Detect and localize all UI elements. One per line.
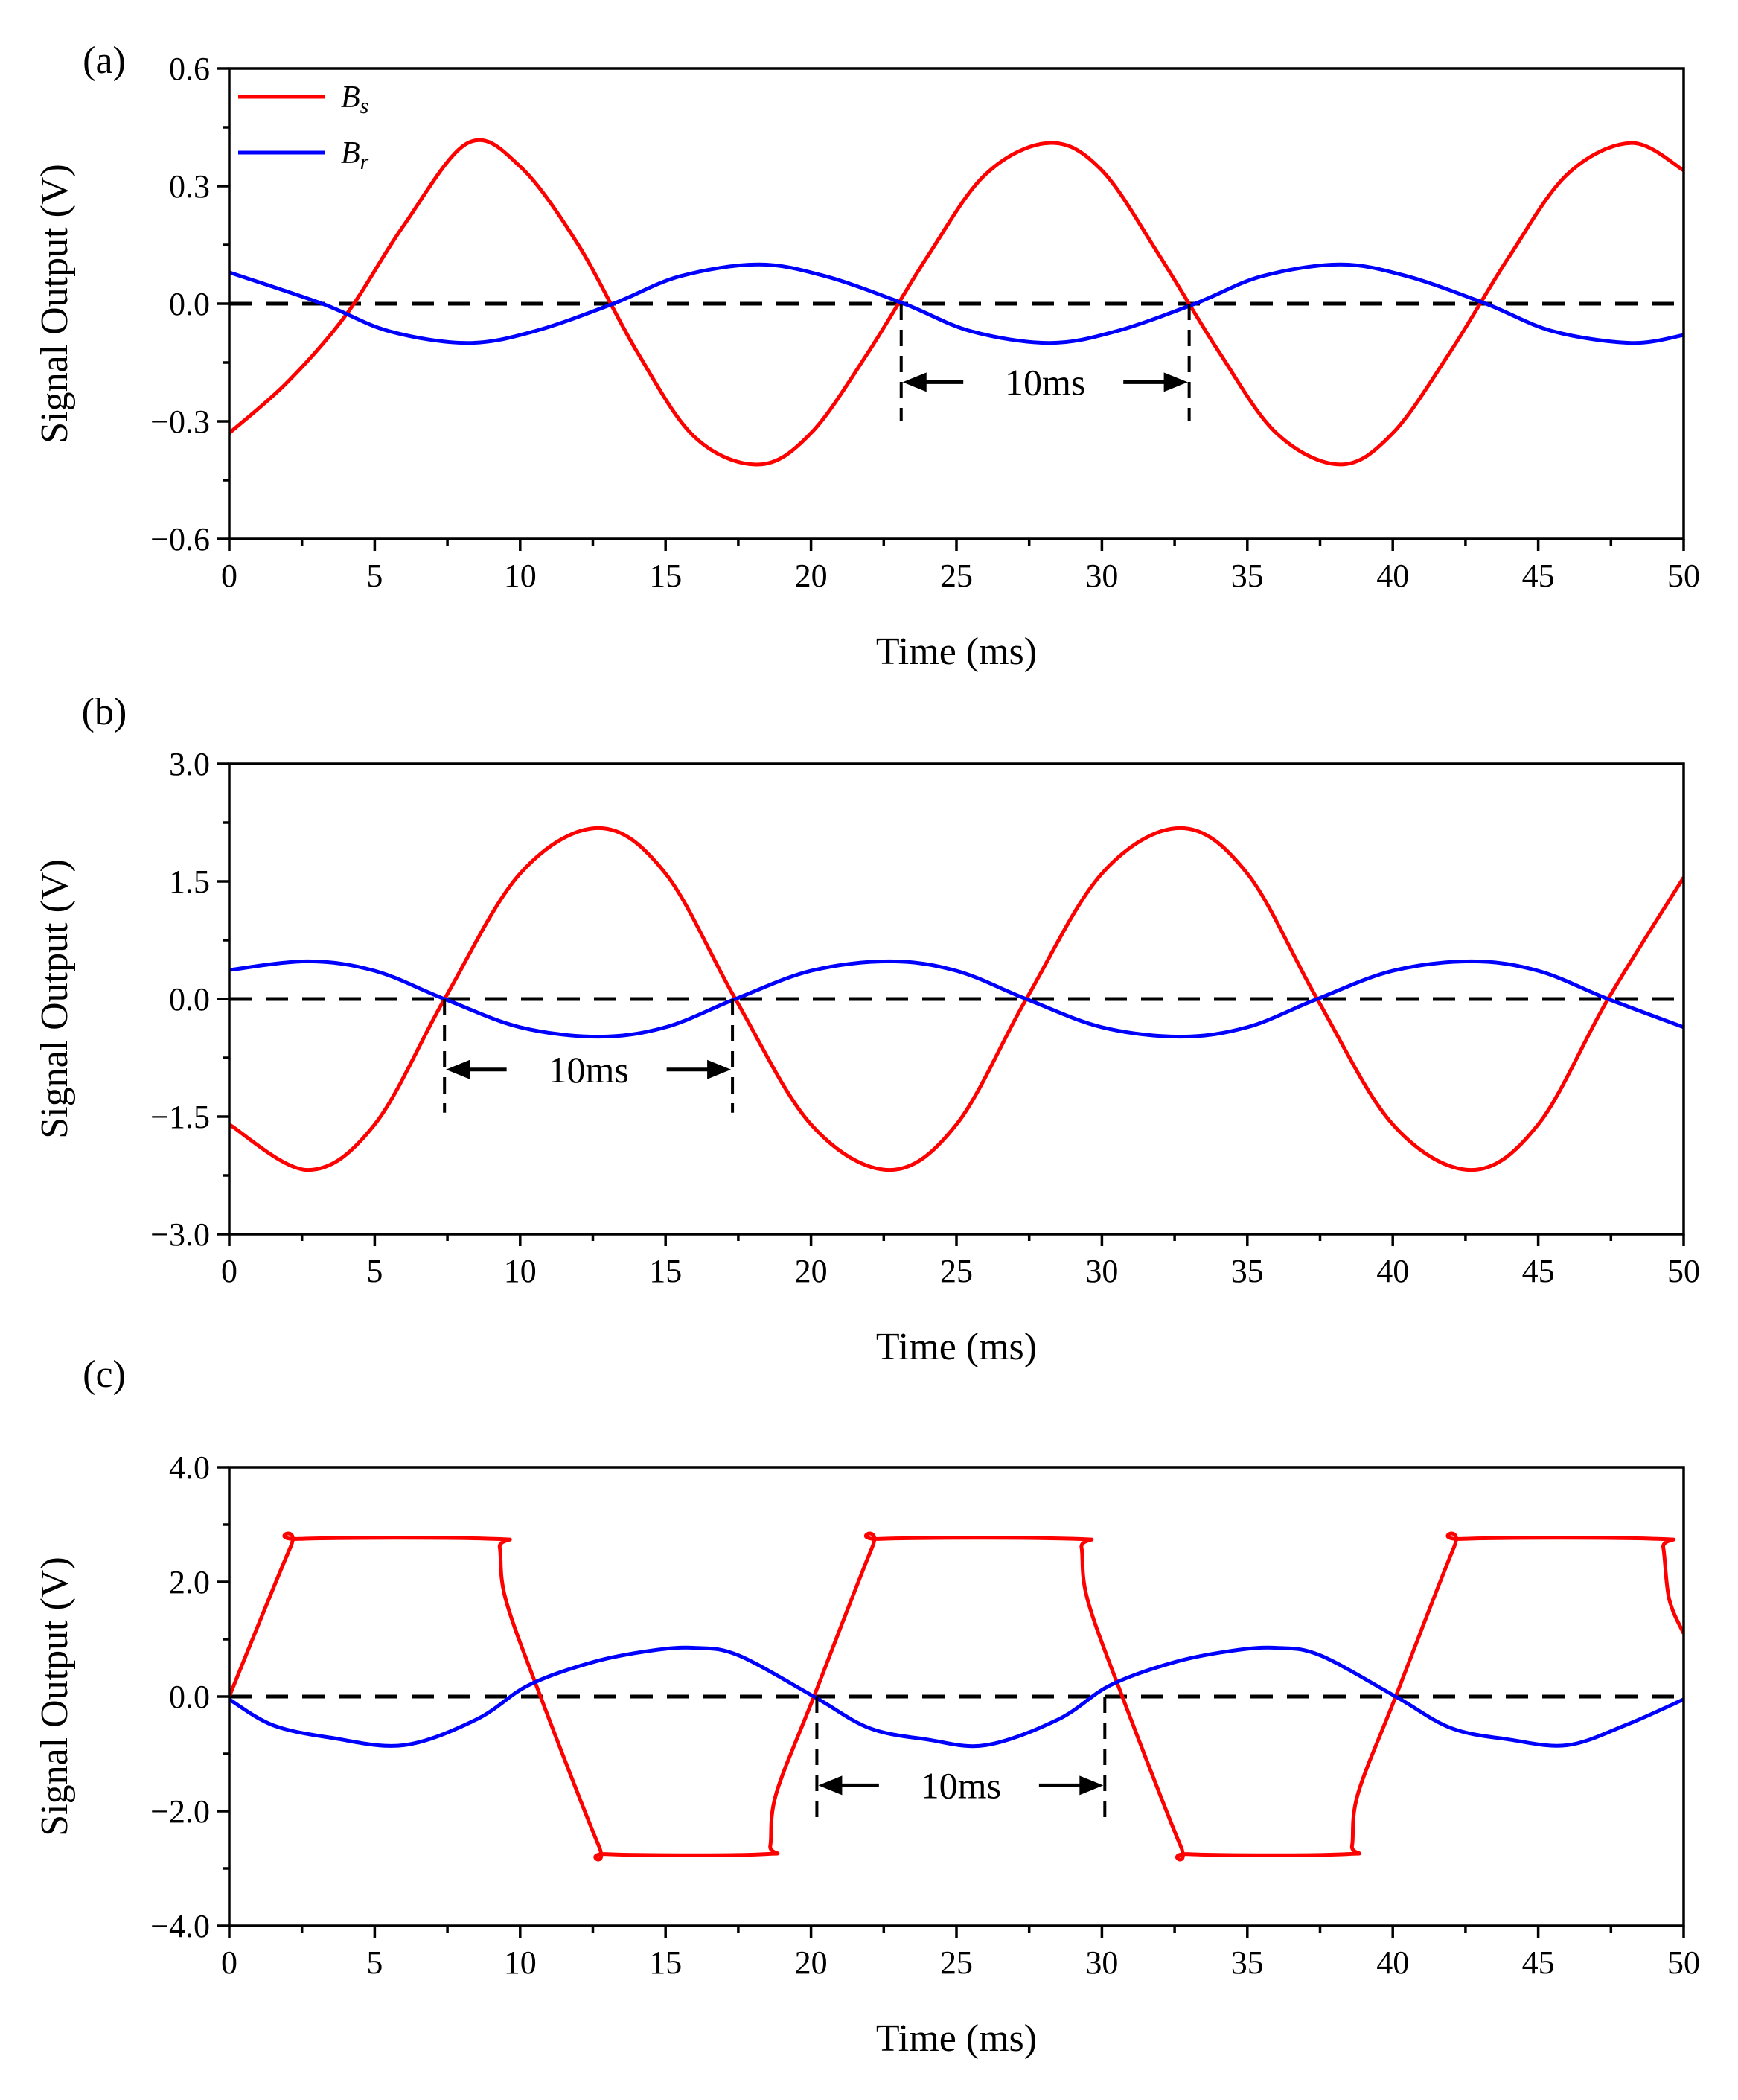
y-tick-label: −0.6 — [150, 521, 210, 558]
period-annotation: 10ms — [443, 999, 735, 1113]
period-arrow-right-head — [707, 1059, 732, 1079]
series-line-br — [229, 959, 1684, 1039]
x-tick-label: 25 — [940, 1253, 973, 1289]
panel-label: (c) — [83, 1353, 126, 1396]
x-tick-label: 40 — [1376, 1944, 1409, 1981]
period-annotation-label: 10ms — [548, 1049, 628, 1091]
x-tick-label: 20 — [795, 558, 828, 594]
series-line-bs — [229, 826, 1684, 1172]
x-tick-label: 40 — [1376, 558, 1409, 594]
x-tick-label: 15 — [649, 1253, 682, 1289]
x-tick-label: 35 — [1231, 1944, 1264, 1981]
period-annotation-label: 10ms — [921, 1764, 1001, 1806]
x-tick-label: 0 — [221, 558, 237, 594]
y-tick-label: 0.6 — [169, 51, 210, 87]
x-tick-label: 45 — [1522, 1253, 1555, 1289]
panel-label: (b) — [82, 691, 127, 733]
y-tick-label: 0.3 — [169, 168, 210, 205]
x-tick-label: 20 — [795, 1944, 828, 1981]
y-tick-label: 0.0 — [169, 286, 210, 322]
period-arrow-left-head — [818, 1775, 843, 1796]
x-axis-label: Time (ms) — [876, 1326, 1037, 1368]
panel-a: (a) 0 5 10 15 20 25 30 35 40 45 50 −0.6 −0.3 0.0 0.3 0.6… — [33, 39, 1700, 673]
y-tick-label: 4.0 — [169, 1449, 210, 1486]
period-arrow-right-head — [1163, 372, 1188, 392]
y-axis-label: Signal Output (V) — [33, 164, 76, 444]
x-tick-label: 10 — [504, 1253, 537, 1289]
x-tick-label: 10 — [504, 1944, 537, 1981]
y-tick-label: 1.5 — [169, 864, 210, 900]
plot-frame — [228, 67, 1685, 540]
panel-b: (b) 0 5 10 15 20 25 30 35 40 45 50 −3.0 −1.5 0.0 1.5 3.0… — [33, 691, 1700, 1368]
legend-item-br: Br — [238, 136, 369, 174]
x-tick-label: 25 — [940, 558, 973, 594]
x-tick-label: 45 — [1522, 1944, 1555, 1981]
x-tick-label: 10 — [504, 558, 537, 594]
x-tick-label: 15 — [649, 558, 682, 594]
x-tick-label: 50 — [1667, 1253, 1700, 1289]
x-tick-label: 35 — [1231, 558, 1264, 594]
legend-label-br: Br — [341, 136, 369, 174]
x-tick-label: 25 — [940, 1944, 973, 1981]
x-axis-label: Time (ms) — [876, 2017, 1037, 2060]
x-tick-label: 15 — [649, 1944, 682, 1981]
panel-label: (a) — [83, 39, 126, 82]
x-tick-label: 50 — [1667, 558, 1700, 594]
series-line-br — [229, 262, 1684, 345]
x-tick-label: 20 — [795, 1253, 828, 1289]
x-axis-label: Time (ms) — [876, 631, 1037, 673]
x-tick-label: 5 — [366, 1944, 383, 1981]
legend-item-bs: Bs — [238, 80, 368, 118]
y-tick-label: −4.0 — [150, 1908, 210, 1944]
x-tick-label: 30 — [1085, 1944, 1118, 1981]
y-tick-label: 0.0 — [169, 1679, 210, 1715]
y-tick-label: 0.0 — [169, 981, 210, 1018]
x-tick-label: 5 — [366, 558, 383, 594]
series-line-bs — [229, 138, 1684, 467]
legend-label-bs: Bs — [341, 80, 368, 118]
y-tick-label: −3.0 — [150, 1216, 210, 1253]
y-tick-label: 3.0 — [169, 746, 210, 782]
y-tick-label: 2.0 — [169, 1564, 210, 1600]
series-line-bs — [229, 1531, 1684, 1862]
x-tick-label: 30 — [1085, 558, 1118, 594]
series-line-br — [229, 1645, 1684, 1749]
period-annotation: 10ms — [899, 304, 1191, 421]
y-axis-label: Signal Output (V) — [33, 1557, 76, 1836]
period-arrow-left-head — [902, 372, 927, 392]
x-tick-label: 45 — [1522, 558, 1555, 594]
period-annotation: 10ms — [815, 1697, 1107, 1820]
x-tick-label: 30 — [1085, 1253, 1118, 1289]
period-arrow-left-head — [446, 1059, 470, 1079]
y-tick-label: −0.3 — [150, 403, 210, 440]
x-tick-label: 40 — [1376, 1253, 1409, 1289]
y-axis-label: Signal Output (V) — [33, 859, 76, 1139]
period-annotation-label: 10ms — [1005, 361, 1085, 403]
x-tick-label: 0 — [221, 1944, 237, 1981]
period-arrow-right-head — [1079, 1775, 1104, 1796]
y-tick-label: −1.5 — [150, 1099, 210, 1135]
panel-c: (c) 0 5 10 15 20 25 30 35 40 45 50 −4.0 −2.0 0.0 2.0 4.0… — [33, 1353, 1700, 2060]
x-tick-label: 35 — [1231, 1253, 1264, 1289]
legend: Bs Br — [238, 80, 369, 174]
y-tick-label: −2.0 — [150, 1793, 210, 1830]
x-tick-label: 0 — [221, 1253, 237, 1289]
x-tick-label: 5 — [366, 1253, 383, 1289]
x-tick-label: 50 — [1667, 1944, 1700, 1981]
